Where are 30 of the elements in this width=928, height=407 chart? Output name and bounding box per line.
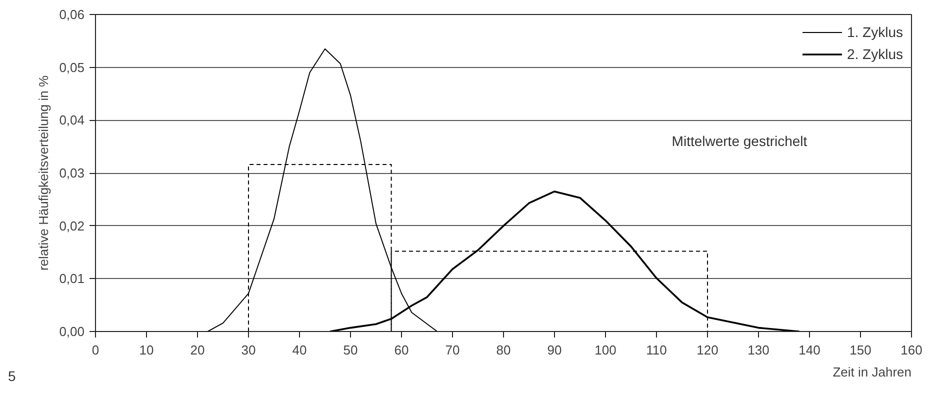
y-tick-label: 0,06 (59, 7, 85, 22)
x-tick-label: 50 (343, 342, 358, 358)
x-axis-title: Zeit in Jahren (832, 364, 912, 380)
x-tick-label: 0 (92, 342, 100, 358)
y-tick-label: 0,03 (59, 166, 85, 180)
annotation: Mittelwerte gestrichelt (672, 133, 808, 150)
y-tick-label: 0,00 (59, 324, 85, 339)
x-tick-label: 160 (900, 342, 922, 358)
y-tick-label: 0,05 (59, 60, 85, 75)
x-tick-label: 70 (445, 342, 460, 358)
y-tick-label: 0,01 (59, 271, 85, 286)
x-tick-label: 150 (850, 342, 872, 358)
text: 5 (8, 367, 16, 386)
x-tick-label: 120 (696, 342, 718, 358)
x-tick-label: 80 (496, 342, 511, 358)
x-tick-label: 130 (748, 342, 770, 358)
legend-label: 1. Zyklus (846, 24, 903, 40)
y-tick-label: 0,04 (59, 112, 85, 128)
y-tick-label: 0,02 (59, 218, 85, 234)
x-tick-label: 10 (139, 342, 154, 358)
x-tick-label: 40 (292, 342, 307, 358)
x-tick-label: 90 (547, 342, 562, 358)
y-axis-title: relative Häufigkeitsverteilung in % (36, 75, 52, 271)
legend-label: 2. Zyklus (846, 46, 903, 62)
x-tick-label: 110 (646, 342, 667, 358)
x-tick-label: 20 (190, 342, 205, 358)
x-tick-label: 30 (241, 342, 256, 358)
x-tick-label: 100 (594, 342, 616, 358)
x-tick-label: 60 (394, 342, 409, 358)
x-tick-label: 140 (798, 342, 820, 358)
